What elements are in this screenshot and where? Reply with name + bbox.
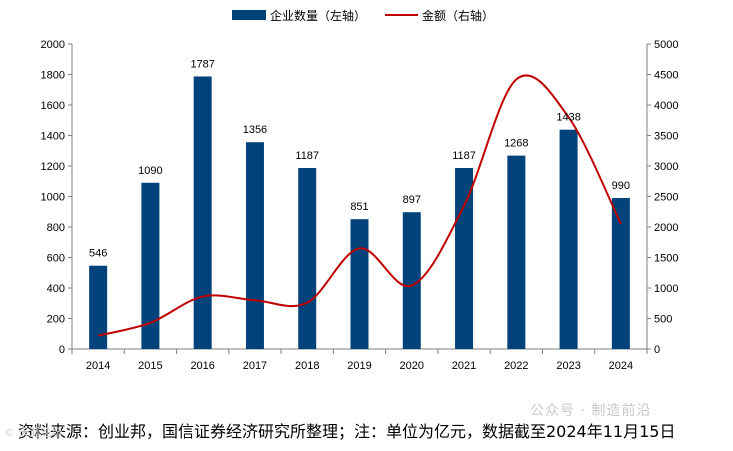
legend: 企业数量（左轴） 金额（右轴） (232, 8, 494, 23)
y-left-tick-label: 200 (47, 314, 65, 326)
watermark-left: © 天涯论坛 (4, 426, 63, 439)
legend-bar-swatch (232, 10, 266, 20)
y-right-tick-label: 3000 (654, 161, 678, 173)
bar-data-label: 1268 (504, 138, 528, 150)
bar (611, 198, 630, 349)
y-right-tick-label: 1500 (654, 253, 678, 265)
bar (455, 167, 474, 349)
y-right-tick-label: 500 (654, 314, 672, 326)
y-right-tick-label: 5000 (654, 39, 678, 51)
bar-data-label: 1187 (295, 150, 319, 162)
y-left-tick-label: 800 (47, 222, 65, 234)
y-right-tick-label: 4500 (654, 70, 678, 82)
x-tick-label: 2019 (347, 360, 371, 372)
bar (89, 265, 108, 349)
bar (141, 182, 160, 349)
y-left-tick-label: 1000 (41, 192, 65, 204)
x-tick-label: 2015 (138, 360, 162, 372)
bar-data-label: 1438 (556, 112, 580, 124)
bar (350, 219, 369, 349)
y-left-tick-label: 400 (47, 283, 65, 295)
y-right-tick-label: 1000 (654, 283, 678, 295)
bar (298, 167, 317, 349)
y-left-tick-label: 1600 (41, 100, 65, 112)
x-tick-label: 2017 (243, 360, 267, 372)
bar-data-label: 546 (89, 248, 107, 260)
combo-chart: 企业数量（左轴） 金额（右轴） 0 200 400 600 800 1000 1200 140… (41, 8, 679, 372)
bar-data-label: 1187 (452, 150, 476, 162)
legend-line-label: 金额（右轴） (422, 8, 494, 23)
x-tick-label: 2016 (190, 360, 214, 372)
legend-bar-label: 企业数量（左轴） (270, 8, 366, 23)
watermark: 公众号 · 制造前沿 (530, 403, 652, 419)
x-tick-label: 2020 (400, 360, 424, 372)
x-tick-label: 2024 (609, 360, 633, 372)
x-tick-label: 2014 (86, 360, 110, 372)
x-tick-label: 2021 (452, 360, 476, 372)
bar-data-label: 990 (612, 180, 630, 192)
y-right-tick-label: 0 (654, 344, 660, 356)
x-tick-label: 2023 (556, 360, 580, 372)
y-right-tick-label: 2500 (654, 192, 678, 204)
bar (402, 212, 421, 349)
y-left-tick-label: 2000 (41, 39, 65, 51)
x-tick-label: 2018 (295, 360, 319, 372)
bar-data-label: 1787 (190, 58, 214, 70)
bar-data-label: 897 (403, 194, 421, 206)
y-left-tick-label: 1200 (41, 161, 65, 173)
bar (559, 129, 578, 349)
bar-data-label: 1356 (243, 124, 267, 136)
x-tick-label: 2022 (504, 360, 528, 372)
y-left-tick-label: 0 (59, 344, 65, 356)
bar (507, 155, 526, 349)
bar (245, 142, 264, 349)
bar (193, 76, 212, 350)
source-note: 资料来源：创业邦，国信证券经济研究所整理；注：单位为亿元，数据截至2024年11… (18, 422, 676, 441)
bar-data-label: 1090 (138, 165, 162, 177)
amount-line (97, 74, 622, 337)
y-right-tick-label: 3500 (654, 131, 678, 143)
y-right-tick-label: 2000 (654, 222, 678, 234)
y-left-tick-label: 1800 (41, 70, 65, 82)
y-left-tick-label: 1400 (41, 131, 65, 143)
y-right-tick-label: 4000 (654, 100, 678, 112)
bar-data-label: 851 (350, 201, 368, 213)
y-left-tick-label: 600 (47, 253, 65, 265)
